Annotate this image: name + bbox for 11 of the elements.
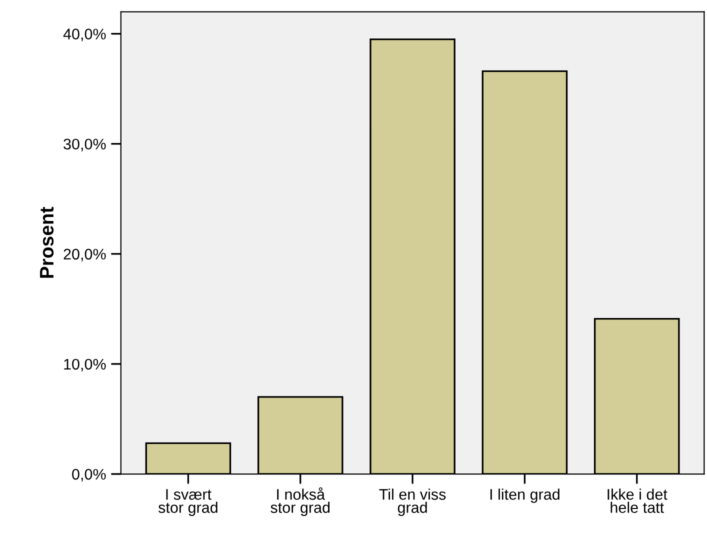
y-tick-label: 30,0%: [64, 138, 106, 152]
y-tick-label: 40,0%: [63, 28, 106, 42]
x-tick-label: I svært stor grad: [158, 489, 218, 516]
y-tick-label: 10,0%: [64, 358, 106, 372]
y-tick-label: 0,0%: [72, 468, 106, 482]
x-tick-label: I liten grad: [490, 488, 560, 503]
y-tick-label: 20,0%: [64, 248, 106, 262]
x-tick-label: Til en viss grad: [379, 488, 446, 516]
y-axis-title: Prosent: [40, 206, 54, 278]
x-tick-label: Ikke i det hele tatt: [608, 488, 668, 513]
x-tick-label: I nokså stor grad: [270, 487, 330, 516]
